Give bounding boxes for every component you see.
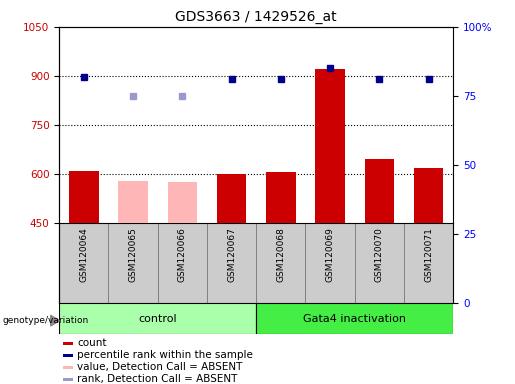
Bar xyxy=(207,223,256,303)
Bar xyxy=(256,223,305,303)
Text: GSM120064: GSM120064 xyxy=(79,227,89,282)
Text: GSM120068: GSM120068 xyxy=(277,227,285,282)
Bar xyxy=(404,223,453,303)
Bar xyxy=(355,223,404,303)
Text: control: control xyxy=(139,314,177,324)
Bar xyxy=(109,223,158,303)
Text: genotype/variation: genotype/variation xyxy=(3,316,89,325)
Bar xyxy=(59,303,256,334)
Bar xyxy=(118,181,148,223)
Bar xyxy=(414,168,443,223)
Bar xyxy=(305,223,355,303)
Text: GSM120069: GSM120069 xyxy=(325,227,335,282)
Text: GSM120070: GSM120070 xyxy=(375,227,384,282)
Bar xyxy=(69,171,98,223)
Text: GSM120071: GSM120071 xyxy=(424,227,433,282)
Text: GSM120067: GSM120067 xyxy=(227,227,236,282)
Bar xyxy=(217,174,246,223)
Text: GSM120065: GSM120065 xyxy=(129,227,138,282)
Bar xyxy=(63,377,73,381)
Bar xyxy=(365,159,394,223)
Polygon shape xyxy=(50,315,60,326)
Bar xyxy=(158,223,207,303)
Title: GDS3663 / 1429526_at: GDS3663 / 1429526_at xyxy=(176,10,337,25)
Text: GSM120066: GSM120066 xyxy=(178,227,187,282)
Bar xyxy=(256,303,453,334)
Text: Gata4 inactivation: Gata4 inactivation xyxy=(303,314,406,324)
Bar xyxy=(63,366,73,369)
Bar xyxy=(315,70,345,223)
Text: rank, Detection Call = ABSENT: rank, Detection Call = ABSENT xyxy=(77,374,237,384)
Bar xyxy=(167,182,197,223)
Bar xyxy=(59,223,109,303)
Text: count: count xyxy=(77,338,107,348)
Text: percentile rank within the sample: percentile rank within the sample xyxy=(77,350,253,360)
Text: value, Detection Call = ABSENT: value, Detection Call = ABSENT xyxy=(77,362,243,372)
Bar xyxy=(63,354,73,356)
Bar xyxy=(59,223,453,303)
Bar xyxy=(63,342,73,344)
Bar xyxy=(266,172,296,223)
